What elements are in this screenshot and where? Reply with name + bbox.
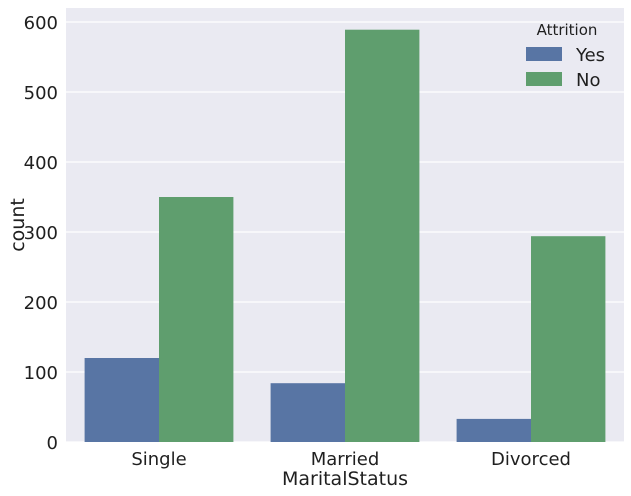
- bar-no-married: [345, 29, 420, 442]
- legend-label-no: No: [576, 70, 600, 91]
- bars: [84, 29, 606, 442]
- y-tick-label: 500: [24, 83, 58, 104]
- x-tick-label: Single: [131, 449, 186, 470]
- y-tick-label: 300: [24, 223, 58, 244]
- x-tick-label: Divorced: [491, 449, 571, 470]
- legend-swatch-no: [526, 72, 562, 86]
- bar-yes-single: [84, 358, 159, 442]
- x-tick-label: Married: [311, 449, 380, 470]
- bar-no-divorced: [531, 236, 606, 442]
- y-axis-label: count: [7, 198, 29, 252]
- legend-swatch-yes: [526, 47, 562, 61]
- legend-label-yes: Yes: [575, 45, 605, 66]
- y-tick-label: 400: [24, 153, 58, 174]
- x-tick-labels: Single Married Divorced: [131, 449, 571, 470]
- bar-no-single: [159, 197, 234, 442]
- y-tick-label: 100: [24, 363, 58, 384]
- bar-yes-divorced: [456, 418, 531, 442]
- bar-yes-married: [270, 383, 345, 442]
- y-tick-label: 200: [24, 293, 58, 314]
- legend: Attrition Yes No: [526, 21, 605, 91]
- y-tick-label: 0: [47, 433, 58, 454]
- legend-title: Attrition: [537, 21, 598, 39]
- x-axis-label: MaritalStatus: [282, 468, 408, 490]
- y-tick-labels: 0 100 200 300 400 500 600: [24, 13, 58, 454]
- y-tick-label: 600: [24, 13, 58, 34]
